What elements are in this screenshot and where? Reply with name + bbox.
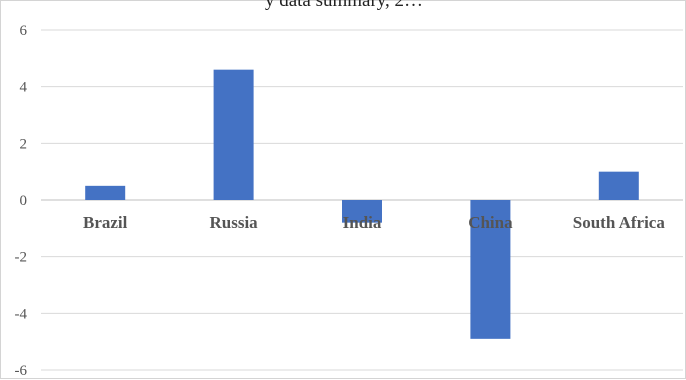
bar [598, 171, 639, 200]
bar [85, 185, 126, 200]
y-tick-label: -4 [15, 306, 28, 322]
y-tick-label: 4 [20, 80, 28, 96]
y-tick-label: 2 [20, 136, 28, 152]
y-tick-label: 0 [20, 193, 28, 209]
x-category-label: India [343, 213, 382, 232]
y-tick-label: -6 [15, 363, 28, 379]
bar [213, 69, 254, 201]
y-tick-label: -2 [15, 250, 28, 266]
x-category-label: Russia [210, 213, 259, 232]
y-tick-label: 6 [20, 23, 28, 39]
bar [342, 200, 382, 223]
bar [470, 200, 511, 339]
chart-title: y data summary, 2… [264, 0, 424, 11]
x-category-label: China [468, 213, 513, 232]
x-category-label: Brazil [83, 213, 128, 232]
x-category-label: South Africa [573, 213, 666, 232]
